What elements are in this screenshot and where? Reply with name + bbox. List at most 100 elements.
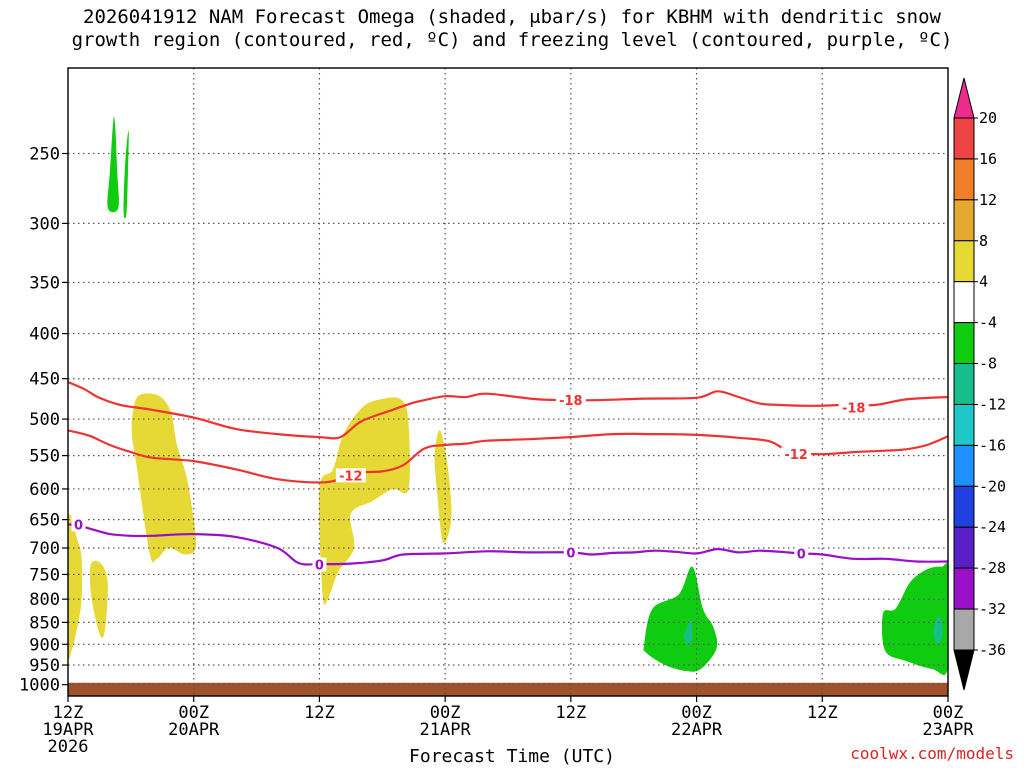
y-tick-label: 900: [29, 635, 60, 655]
colorbar: 20 16 12 8 4 -4 -8 -12 -16 -20 -24 -28 -32 -36: [953, 77, 1006, 691]
colorbar-box: [953, 485, 975, 528]
colorbar-label: 4: [979, 273, 988, 291]
contour-label: 0: [315, 559, 324, 574]
contour-label-bg: [781, 447, 812, 462]
colorbar-label: -8: [979, 355, 997, 373]
colorbar-label: 16: [979, 150, 997, 168]
x-tick-label: 22APR: [671, 720, 723, 740]
colorbar-label: -12: [979, 395, 1006, 413]
colorbar-bottom-triangle: [953, 649, 975, 691]
y-tick-label: 500: [29, 410, 60, 430]
colorbar-label: -36: [979, 641, 1006, 659]
contour-label-bg: [838, 400, 869, 415]
colorbar-label: -20: [979, 477, 1006, 495]
x-axis-title: Forecast Time (UTC): [409, 746, 615, 767]
y-tick-label: 550: [29, 447, 60, 467]
y-tick-label: 600: [29, 480, 60, 500]
terrain-layer: [68, 682, 948, 696]
y-tick-label: 700: [29, 539, 60, 559]
y-tick-label: 350: [29, 273, 60, 293]
contour-label-bg: [335, 468, 366, 483]
y-tick-label: 250: [29, 144, 60, 164]
y-tick-label: 300: [29, 214, 60, 234]
y-tick-label: 750: [29, 565, 60, 585]
colorbar-label: 20: [979, 109, 997, 127]
colorbar-box: [953, 363, 975, 405]
colorbar-box: [953, 158, 975, 201]
x-tick-label: 12Z: [304, 703, 335, 723]
contour-label: -18: [559, 394, 583, 409]
omega-region: [643, 566, 718, 672]
y-tick-label: 1000: [19, 676, 60, 696]
omega-region: [131, 393, 197, 563]
omega-region: [881, 563, 948, 676]
y-axis-labels: 2503003504004505005506006507007508008509…: [19, 144, 68, 696]
y-tick-label: 400: [29, 325, 60, 345]
x-tick-label: 23APR: [922, 720, 974, 740]
omega-region: [123, 130, 129, 219]
grid-layer: [68, 68, 948, 696]
contour-label: 0: [566, 546, 575, 561]
contour-label: 0: [74, 518, 83, 533]
x-tick-label: 00Z: [933, 703, 964, 723]
plot-frame: [67, 67, 949, 697]
x-tick-label: 00Z: [178, 703, 209, 723]
colorbar-box: [953, 240, 975, 283]
x-tick-label: 20APR: [168, 720, 220, 740]
contour-line: [68, 429, 948, 484]
contour-label: -12: [784, 448, 808, 463]
y-tick-label: 800: [29, 590, 60, 610]
omega-region: [434, 430, 452, 544]
colorbar-label: 8: [979, 232, 988, 250]
x-tick-label: 00Z: [430, 703, 461, 723]
plot-border: [67, 67, 949, 697]
contour-label-bg: [555, 393, 586, 408]
colorbar-label: -4: [979, 314, 997, 332]
colorbar-box: [953, 403, 975, 446]
contour-layer: -18 -18 -12 -12 0 0 0 0: [68, 381, 948, 574]
colorbar-box: [953, 281, 975, 324]
contour-line: [68, 523, 948, 566]
y-tick-label: 850: [29, 613, 60, 633]
contour-line: [68, 381, 948, 440]
omega-shading-layer: [68, 116, 948, 676]
x-tick-label: 2026: [48, 737, 89, 757]
contour-label: 0: [797, 547, 806, 562]
colorbar-box: [953, 444, 975, 487]
y-tick-label: 450: [29, 370, 60, 390]
omega-region: [68, 514, 83, 659]
colorbar-label: -28: [979, 559, 1006, 577]
y-tick-label: 950: [29, 656, 60, 676]
contour-label-bg: [563, 545, 578, 560]
omega-region: [683, 620, 693, 647]
omega-region: [107, 116, 119, 213]
colorbar-label: -16: [979, 436, 1006, 454]
colorbar-box: [953, 117, 975, 160]
y-tick-label: 650: [29, 511, 60, 531]
colorbar-box: [953, 199, 975, 242]
colorbar-box: [953, 567, 975, 610]
colorbar-top-triangle: [953, 77, 975, 119]
colorbar-box: [953, 526, 975, 569]
contour-label-bg: [71, 517, 86, 532]
omega-region: [318, 397, 410, 606]
terrain-band: [68, 682, 948, 696]
contour-label: -18: [842, 401, 866, 416]
source-credit[interactable]: coolwx.com/models: [850, 744, 1014, 763]
chart-title: 2026041912 NAM Forecast Omega (shaded, μ…: [71, 6, 953, 51]
x-tick-label: 21APR: [420, 720, 472, 740]
colorbar-label: -32: [979, 600, 1006, 618]
contour-label: -12: [339, 469, 363, 484]
contour-label-bg: [312, 557, 327, 572]
x-tick-label: 12Z: [807, 703, 838, 723]
colorbar-label: -24: [979, 518, 1006, 536]
x-tick-label: 12Z: [555, 703, 586, 723]
colorbar-label: 12: [979, 191, 997, 209]
x-tick-label: 19APR: [42, 720, 94, 740]
colorbar-box: [953, 322, 975, 365]
x-tick-label: 00Z: [681, 703, 712, 723]
contour-label-bg: [794, 546, 809, 561]
omega-region: [933, 615, 943, 645]
